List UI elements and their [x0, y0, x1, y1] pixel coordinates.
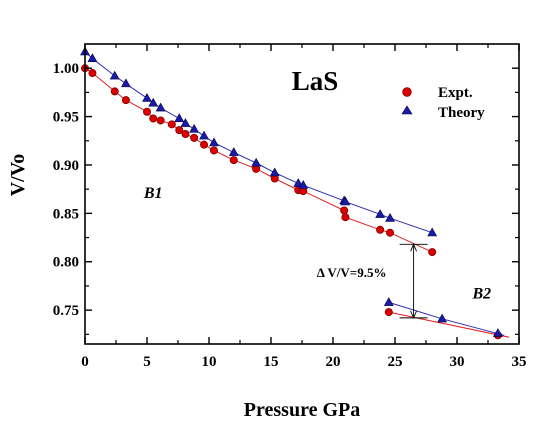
theory-data-point [174, 113, 185, 123]
theory-data-point [109, 70, 120, 80]
expt-data-point [190, 133, 199, 142]
theory-data-point [493, 328, 503, 337]
theory-data-point [385, 212, 395, 222]
y-tick-label: 0.90 [53, 158, 79, 174]
expt-data-point [341, 213, 350, 222]
legend-theory-marker [401, 105, 413, 115]
legend-theory-label: Theory [438, 105, 485, 121]
theory-data-point [340, 196, 351, 206]
x-tick-label: 35 [512, 354, 527, 370]
delta-v-arrow [399, 243, 428, 320]
theory-data-point [293, 178, 304, 187]
axis-tick-labels: 0 5 10 15 20 25 30 35 0.75 0.80 0.85 0.90 0.95 1.00 [53, 61, 527, 370]
expt-markers [81, 64, 502, 340]
expt-data-point [340, 206, 349, 215]
y-tick-label: 0.95 [53, 110, 79, 126]
legend-expt-label: Expt. [438, 85, 473, 101]
legend-expt-marker [402, 87, 412, 97]
theory-data-point [209, 137, 219, 147]
legend: Expt. Theory [401, 85, 485, 121]
theory-data-point [251, 157, 262, 167]
expt-data-point [121, 96, 130, 105]
theory-data-point [437, 313, 448, 323]
expt-data-point [200, 140, 209, 149]
x-tick-label: 0 [81, 354, 89, 370]
axis-ticks [84, 44, 520, 344]
expt-data-point [229, 156, 238, 165]
expt-data-point [110, 87, 119, 96]
theory-data-point [87, 53, 98, 63]
theory-data-point [180, 118, 191, 127]
expt-data-point [384, 308, 393, 317]
theory-data-point [121, 78, 131, 88]
theory-data-point [148, 97, 159, 107]
expt-data-point [167, 120, 176, 129]
expt-data-point [376, 225, 385, 234]
expt-data-point [386, 228, 395, 237]
expt-data-point [181, 129, 190, 138]
theory-data-point [189, 123, 200, 133]
x-tick-label: 10 [202, 354, 217, 370]
x-axis-title: Pressure GPa [244, 399, 360, 421]
expt-data-point [428, 248, 437, 257]
expt-data-point [88, 69, 97, 78]
x-tick-label: 5 [143, 354, 151, 370]
theory-data-point [383, 297, 394, 306]
theory-data-point [269, 167, 280, 177]
y-tick-label: 0.80 [53, 255, 79, 271]
theory-data-point [142, 92, 152, 102]
x-tick-label: 20 [326, 354, 341, 370]
expt-b2-fit-line [388, 311, 510, 338]
x-tick-label: 30 [450, 354, 465, 370]
phase-label-b1: B1 [143, 185, 163, 202]
theory-data-point [427, 227, 438, 237]
expt-data-point [175, 126, 184, 135]
expt-data-point [156, 116, 165, 125]
expt-data-point [149, 114, 158, 123]
expt-data-point [142, 107, 151, 116]
y-tick-label: 1.00 [53, 61, 79, 77]
x-tick-label: 15 [264, 354, 279, 370]
theory-data-point [298, 180, 309, 189]
theory-data-point [228, 147, 239, 156]
x-tick-label: 25 [388, 354, 403, 370]
y-axis-title: V/Vo [7, 154, 29, 197]
expt-data-point [209, 146, 218, 155]
y-tick-label: 0.75 [53, 303, 79, 319]
plot-title: LaS [292, 66, 339, 96]
phase-label-b2: B2 [471, 286, 491, 303]
y-tick-label: 0.85 [53, 206, 79, 222]
theory-data-point [375, 209, 386, 218]
volume-collapse-label: Δ V/V=9.5% [317, 265, 387, 280]
theory-data-point [155, 102, 166, 112]
theory-data-point [199, 130, 209, 140]
